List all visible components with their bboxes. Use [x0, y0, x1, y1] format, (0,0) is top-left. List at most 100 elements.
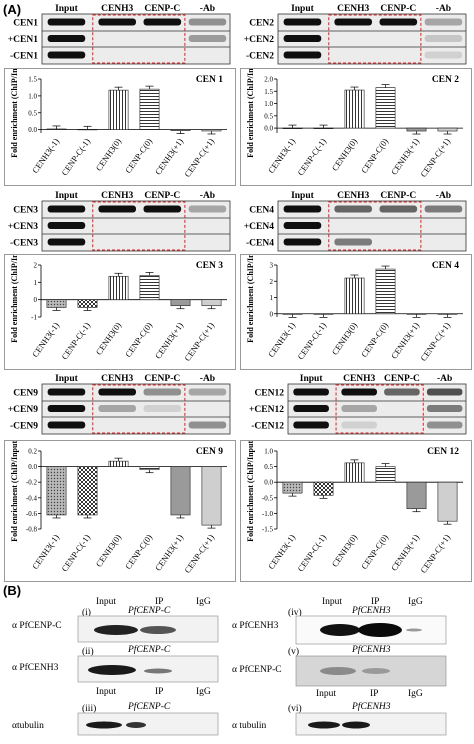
gel-cen4-highlight-box [328, 201, 422, 251]
chart-cen4-xlabel-5: CENP-C(+1) [418, 320, 452, 363]
gel-cen9-band-r2-l0 [47, 421, 86, 429]
gel-cen3-band-r0-l2 [143, 205, 182, 213]
gel-cen9: Input CENH3 CENP-C -Ab CEN9 +CEN9 -CEN9 [8, 374, 231, 435]
chart-cen1-xlabel-1: CENP-C(-1) [59, 136, 92, 177]
gel-cen2-row-label-2: -CEN2 [246, 52, 274, 62]
wb-ii-lane-ip: IP [155, 687, 163, 697]
gel-cen4-header-1: CENH3 [337, 191, 369, 201]
chart-cen1-bar-3 [139, 88, 160, 130]
gel-cen12-band-r2-l1 [341, 421, 377, 429]
chart-cen12: CEN 12 Fold enrichment (ChIP/Input) -1.5 -1… [240, 440, 472, 582]
wb-vi-label: (vi) [288, 703, 302, 714]
wb-iii-band-2 [126, 722, 146, 728]
gel-cen12: Input CENH3 CENP-C -Ab CEN12 +CEN12 -CEN12 [249, 374, 467, 435]
western-panel-b: Input IP IgG (i) PfCENP-C α PfCENP-C (ii… [12, 597, 447, 736]
chart-cen9-xlabel-3: CENP-C(0) [123, 532, 154, 571]
chart-cen12-ylabel: Fold enrichment (ChIP/Input) [246, 441, 255, 542]
chart-cen12-bar-4 [406, 481, 427, 510]
chart-cen9-ytick-label-2: -0.4 [26, 494, 38, 502]
wb-ii-antibody: α PfCENH3 [12, 662, 59, 673]
chart-cen2-bar-1 [313, 127, 334, 129]
gel-cen4-header-0: Input [291, 191, 315, 201]
gel-cen9-band-r1-l1 [98, 405, 136, 412]
gel-cen3-band-r2-l0 [47, 238, 86, 246]
gel-cen9-row-label-2: -CEN9 [10, 422, 38, 432]
chart-cen3-xlabel-1: CENP-C(-1) [59, 320, 92, 361]
chart-cen9-ylabel: Fold enrichment (ChIP/Input) [10, 441, 19, 542]
chart-cen9-svg: CEN 9 Fold enrichment (ChIP/Input) -0.8 -0.… [10, 441, 227, 575]
gel-cen1-row-label-0: CEN1 [13, 19, 38, 29]
chart-cen3-ytick-label-2: 1 [34, 279, 38, 287]
wb-ii-band-input [88, 665, 136, 675]
chart-cen2-xlabel-4: CENH3(+1) [389, 136, 421, 176]
chart-cen9-ytick-label-0: -0.8 [26, 526, 38, 534]
wb-iv-antibody: α PfCENH3 [232, 620, 279, 631]
gel-cen2-band-r0-l1 [334, 18, 372, 26]
chart-cen4-ytick-label-2: 2 [270, 278, 274, 286]
gel-cen3-header-2: CENP-C [144, 191, 180, 201]
chart-cen4-bar-3 [375, 268, 396, 315]
chart-cen9-bar-4 [170, 466, 191, 516]
gel-cen12-header-2: CENP-C [384, 374, 420, 384]
chart-cen4-xlabel-3: CENP-C(0) [359, 320, 390, 359]
chart-cen2-xlabel-0: CENH3(-1) [266, 136, 297, 175]
chart-cen12-ytick-label-0: -1.5 [262, 526, 274, 534]
wb-iv-lane-input: Input [322, 597, 342, 607]
wb-iv-label: (iv) [288, 607, 302, 618]
chart-cen2-bar-2 [344, 89, 365, 129]
chart-cen2-ytick-label-1: 0.5 [264, 112, 273, 120]
gel-cen9-band-r0-l0 [47, 388, 86, 396]
chart-cen2-ytick-label-3: 1.5 [264, 88, 273, 96]
gel-cen3: Input CENH3 CENP-C -Ab CEN3 +CEN3 -CEN3 [8, 191, 231, 252]
gel-cen2-band-r0-l0 [283, 18, 322, 26]
gel-cen1-header-3: -Ab [200, 4, 215, 14]
wb-i-band-ip [140, 626, 176, 634]
gel-cen2-band-r0-l2 [379, 18, 418, 26]
wb-v-antibody: α PfCENP-C [232, 664, 282, 675]
gel-cen12-header-1: CENH3 [343, 374, 375, 384]
chart-cen2-bar-3 [375, 87, 396, 129]
wb-vi-band-1 [308, 721, 340, 729]
gel-cen4-band-r2-l1 [334, 238, 372, 246]
wb-ii-band-ip [144, 668, 172, 674]
chart-cen9-bar-5 [201, 466, 222, 526]
chart-cen1-ytick-label-0: 0.0 [28, 126, 37, 134]
chart-cen3-bar-1 [77, 299, 98, 308]
gel-cen1-band-r0-l0 [47, 18, 86, 26]
chart-cen12-bar-2 [344, 462, 365, 483]
chart-cen12-ytick-label-3: 0.0 [264, 479, 273, 487]
chart-cen3-ytick-label-0: -1 [31, 314, 37, 322]
chart-cen1-xlabel-4: CENH3(+1) [153, 136, 185, 176]
gel-cen3-band-r1-l0 [47, 222, 86, 229]
chart-cen3-bar-2 [108, 275, 129, 300]
gel-cen9-band-r2-l3 [188, 421, 227, 429]
chart-cen3-xlabel-5: CENP-C(+1) [182, 320, 216, 363]
wb-v-lane-ip: IP [370, 689, 378, 699]
chart-cen1-bar-2 [108, 89, 129, 130]
gel-cen12-header-0: Input [300, 374, 324, 384]
chart-cen3-bar-5 [201, 299, 222, 307]
wb-vi-antibody: α tubulin [232, 721, 267, 731]
chart-cen9-ytick-label-1: -0.6 [26, 510, 38, 518]
chart-cen4-title: CEN 4 [432, 261, 459, 271]
chart-cen3-ytick-label-3: 2 [34, 262, 38, 270]
chart-cen4-bar-5 [437, 313, 458, 315]
gel-cen9-band-r1-l0 [47, 405, 86, 412]
chart-cen4-bar-1 [313, 313, 334, 315]
wb-v-lane-igg: IgG [408, 689, 423, 699]
gel-cen9-band-r1-l2 [143, 405, 182, 412]
chart-cen12-bar-0 [282, 481, 303, 494]
gel-cen4-band-r1-l0 [283, 222, 322, 229]
wb-vi-membrane [295, 712, 447, 736]
chart-cen1-xlabel-3: CENP-C(0) [123, 136, 154, 175]
gel-cen3-row-label-1: +CEN3 [8, 222, 38, 232]
gel-cen4-row-label-0: CEN4 [249, 206, 274, 216]
gel-cen1-highlight-box [92, 14, 186, 64]
chart-cen3-xlabel-4: CENH3(+1) [153, 320, 185, 360]
gel-cen2-row-label-0: CEN2 [249, 19, 274, 29]
wb-i-band-input [94, 625, 138, 635]
gel-cen12-row-label-1: +CEN12 [249, 405, 284, 415]
wb-i-antibody: α PfCENP-C [12, 620, 62, 631]
chart-cen3-bar-4 [170, 299, 191, 307]
chart-cen4-xlabel-0: CENH3(-1) [266, 320, 297, 359]
